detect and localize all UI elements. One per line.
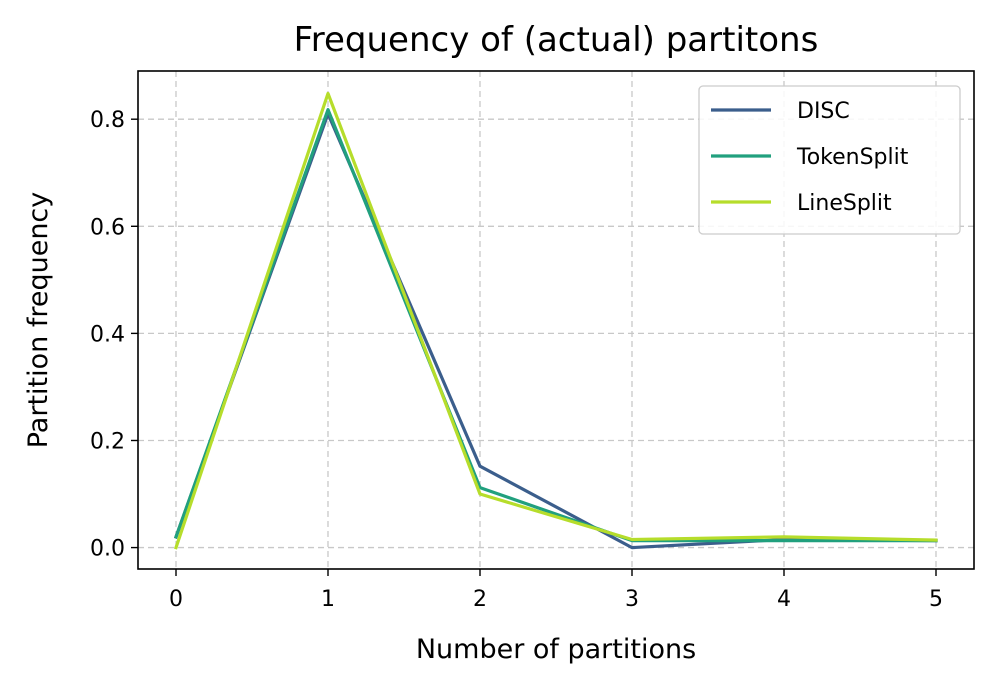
y-tick-label: 0.8 <box>90 108 125 133</box>
legend-box <box>698 85 961 235</box>
x-tick-label: 2 <box>473 587 487 612</box>
series-lines <box>173 91 938 550</box>
legend: DISC TokenSplit LineSplit <box>698 85 961 235</box>
axis-ticks: 0 1 2 3 4 5 0.0 0.2 0.4 0.6 0.8 <box>90 108 943 612</box>
plot-frame <box>137 70 975 570</box>
y-axis-label: Partition frequency <box>23 192 54 449</box>
y-tick-label: 0.0 <box>90 537 125 562</box>
legend-label-tokensplit: TokenSplit <box>796 145 909 170</box>
legend-label-linesplit: LineSplit <box>797 191 892 216</box>
series-line-tokensplit <box>173 107 938 543</box>
chart-title: Frequency of (actual) partitons <box>294 20 819 60</box>
legend-label-disc: DISC <box>797 99 850 124</box>
y-tick-label: 0.4 <box>90 322 125 347</box>
series-line-linesplit <box>173 91 938 550</box>
x-tick-label: 4 <box>777 587 791 612</box>
y-tick-label: 0.2 <box>90 429 125 454</box>
x-tick-label: 1 <box>321 587 335 612</box>
x-axis-label: Number of partitions <box>416 634 696 665</box>
x-tick-label: 3 <box>625 587 639 612</box>
x-tick-label: 5 <box>929 587 943 612</box>
x-tick-label: 0 <box>169 587 183 612</box>
y-tick-label: 0.6 <box>90 215 125 240</box>
